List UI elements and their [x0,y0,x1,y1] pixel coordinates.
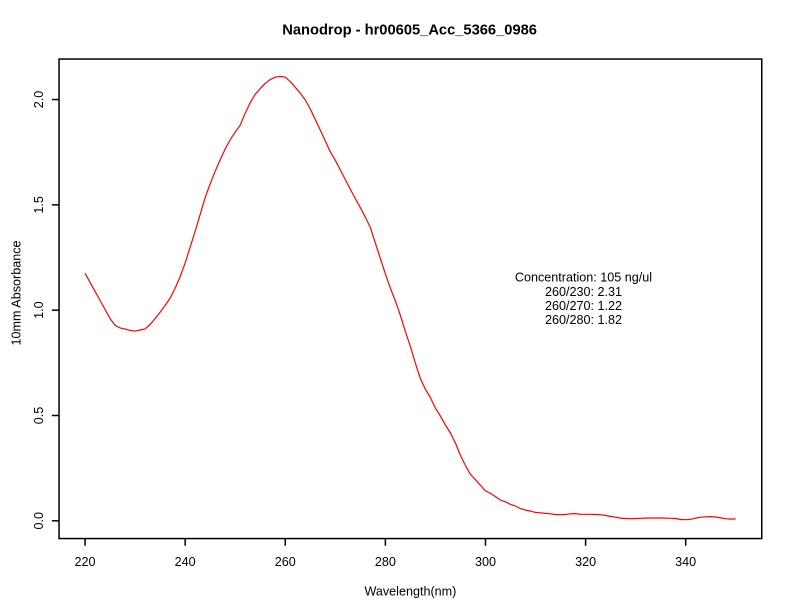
svg-text:Wavelength(nm): Wavelength(nm) [364,584,456,598]
svg-text:220: 220 [75,555,96,569]
svg-text:0.0: 0.0 [32,512,46,530]
svg-text:1.0: 1.0 [32,301,46,319]
svg-text:Concentration: 105 ng/ul: Concentration: 105 ng/ul [515,271,652,285]
svg-text:10mm Absorbance: 10mm Absorbance [9,240,23,345]
svg-text:Nanodrop - hr00605_Acc_5366_09: Nanodrop - hr00605_Acc_5366_0986 [282,23,537,39]
svg-text:260/270: 1.22: 260/270: 1.22 [545,299,622,313]
svg-text:260/230: 2.31: 260/230: 2.31 [545,285,622,299]
svg-text:320: 320 [575,555,596,569]
svg-text:240: 240 [175,555,196,569]
svg-text:2.0: 2.0 [32,91,46,109]
svg-text:1.5: 1.5 [32,196,46,214]
svg-text:260: 260 [275,555,296,569]
svg-text:260/280: 1.82: 260/280: 1.82 [545,313,622,327]
svg-text:340: 340 [675,555,696,569]
svg-text:0.5: 0.5 [32,407,46,425]
svg-text:300: 300 [475,555,496,569]
svg-text:280: 280 [375,555,396,569]
